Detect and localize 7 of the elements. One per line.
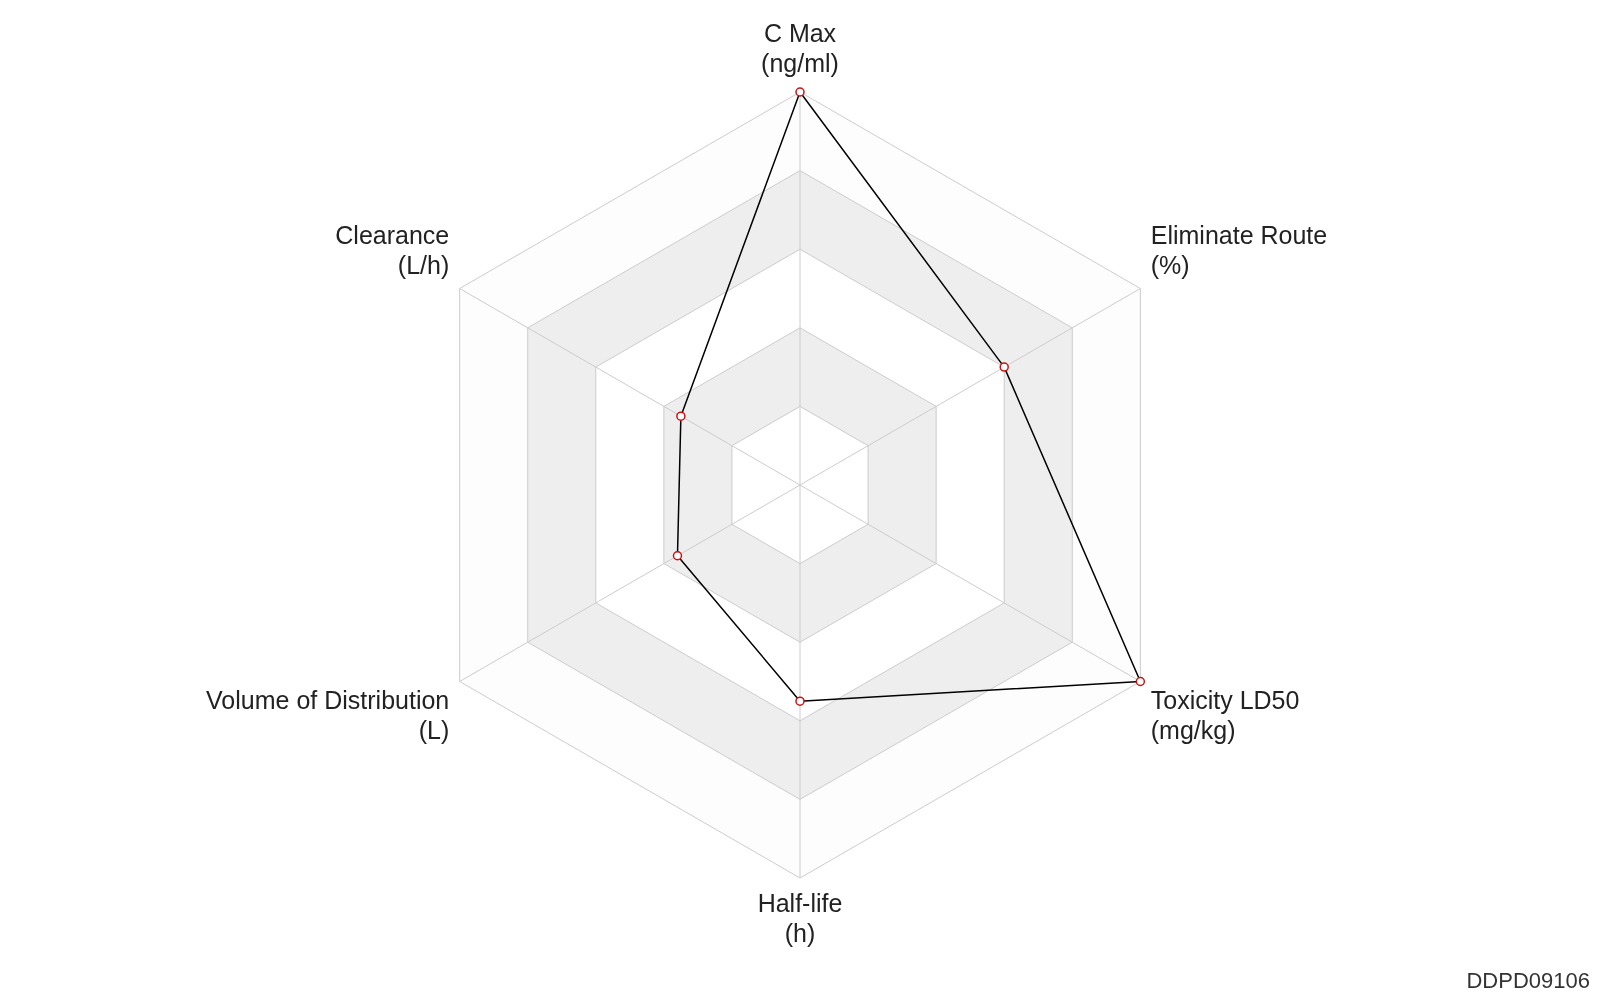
spoke-label: Volume of Distribution (L): [206, 686, 450, 745]
spoke-label: Clearance (L/h): [335, 221, 450, 280]
spoke-label: Half-life (h): [757, 888, 843, 947]
spoke-label: Eliminate Route (%): [1150, 221, 1328, 280]
text: DDPD09106: [1466, 968, 1590, 994]
spoke-label: Toxicity LD50 (mg/kg): [1150, 686, 1300, 745]
spoke-label: C Max (ng/ml): [761, 18, 839, 77]
